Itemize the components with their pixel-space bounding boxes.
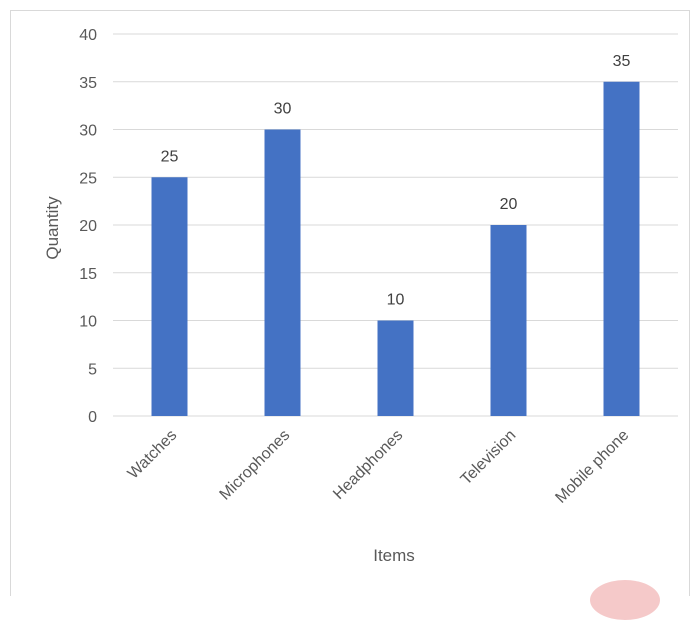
x-tick-label: Watches bbox=[125, 427, 181, 483]
y-axis-tick-labels: 0 5 10 15 20 25 30 35 40 bbox=[79, 27, 97, 426]
bar-watches bbox=[151, 177, 188, 416]
x-tick-label: Headphones bbox=[330, 427, 406, 503]
x-tick-label: Mobile phone bbox=[552, 427, 632, 507]
bar-television bbox=[490, 225, 527, 416]
y-tick-label: 30 bbox=[79, 123, 97, 140]
data-label: 20 bbox=[500, 196, 518, 213]
bar-headphones bbox=[377, 320, 414, 416]
x-axis-title: Items bbox=[373, 546, 415, 565]
data-label: 35 bbox=[613, 53, 631, 70]
x-axis-tick-labels: Watches Microphones Headphones Television Mo… bbox=[125, 427, 633, 507]
bar-microphones bbox=[264, 129, 301, 416]
y-tick-label: 0 bbox=[88, 409, 97, 426]
y-tick-label: 5 bbox=[88, 361, 97, 378]
data-label: 25 bbox=[161, 148, 179, 165]
y-tick-label: 35 bbox=[79, 75, 97, 92]
data-label: 10 bbox=[387, 292, 405, 309]
x-tick-label: Microphones bbox=[217, 427, 294, 504]
bars bbox=[151, 81, 640, 416]
y-tick-label: 20 bbox=[79, 218, 97, 235]
data-labels: 25 30 10 20 35 bbox=[161, 53, 631, 309]
y-tick-label: 15 bbox=[79, 266, 97, 283]
bar-mobile-phone bbox=[603, 81, 640, 416]
y-tick-label: 40 bbox=[79, 27, 97, 44]
y-tick-label: 25 bbox=[79, 170, 97, 187]
y-tick-label: 10 bbox=[79, 314, 97, 331]
bar-chart: 0 5 10 15 20 25 30 35 40 25 30 10 20 35 Watches Micro… bbox=[43, 27, 678, 565]
chart-frame bbox=[10, 10, 690, 596]
y-axis-title: Quantity bbox=[43, 196, 62, 260]
x-tick-label: Television bbox=[458, 427, 520, 489]
data-label: 30 bbox=[274, 101, 292, 118]
